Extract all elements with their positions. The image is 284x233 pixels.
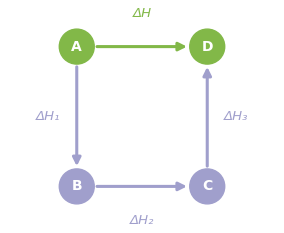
Circle shape (59, 29, 94, 64)
Text: ΔH: ΔH (132, 7, 152, 20)
Text: ΔH₃: ΔH₃ (224, 110, 248, 123)
Text: ΔH₁: ΔH₁ (36, 110, 60, 123)
Text: A: A (71, 40, 82, 54)
Circle shape (59, 169, 94, 204)
Text: C: C (202, 179, 212, 193)
Circle shape (190, 29, 225, 64)
Text: B: B (72, 179, 82, 193)
Circle shape (190, 169, 225, 204)
Text: ΔH₂: ΔH₂ (130, 214, 154, 227)
Text: D: D (201, 40, 213, 54)
